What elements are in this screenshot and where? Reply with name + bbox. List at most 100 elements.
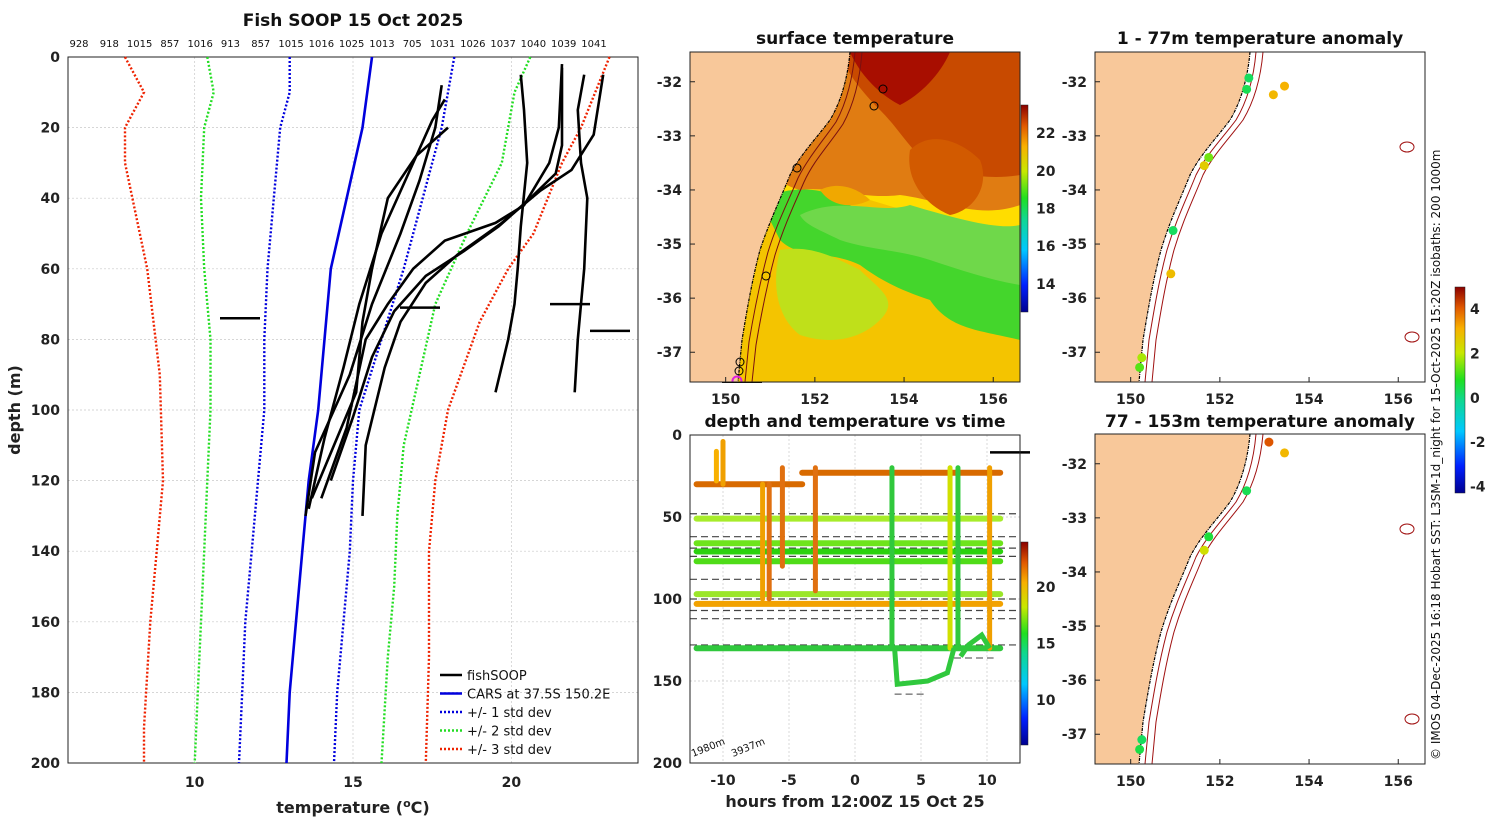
top-label: 1015	[278, 39, 303, 50]
sst-map-panel: surface temperature 150 152 154 156	[657, 29, 1056, 408]
top-label: 928	[69, 39, 88, 50]
y-tick-label: -33	[1062, 511, 1087, 527]
anomaly-point	[1137, 353, 1147, 363]
sst-colorbar	[1020, 104, 1029, 313]
x-tick-label: -5	[781, 773, 797, 789]
x-tick-label: 10	[185, 775, 205, 791]
y-tick-label: 0	[672, 428, 682, 444]
anomaly-map-upper-panel: 1 - 77m temperature anomaly 150 152 154 156…	[1062, 29, 1426, 408]
series-line	[307, 98, 446, 510]
anomaly-point	[1204, 152, 1214, 162]
y-tick-label: 40	[41, 191, 61, 207]
anomaly-colorbar	[1454, 286, 1466, 494]
x-tick-label: -10	[710, 773, 736, 789]
isobath	[1151, 52, 1264, 382]
x-tick-label: 154	[1294, 774, 1323, 790]
top-label: 857	[251, 39, 270, 50]
anomaly-point	[1280, 448, 1290, 458]
colorbar-tick-label: 18	[1036, 202, 1055, 218]
x-tick-label: 15	[343, 775, 362, 791]
profile-panel: Fish SOOP 15 Oct 2025 928 918 1015 857 1016 9…	[5, 11, 1030, 817]
x-tick-label: 152	[1205, 774, 1234, 790]
coastline	[1138, 52, 1251, 382]
y-tick-label: 120	[31, 474, 60, 490]
colorbar-tick-label: 4	[1470, 302, 1480, 318]
top-label: 913	[221, 39, 240, 50]
x-tick-label: 150	[1116, 774, 1145, 790]
station-marker	[869, 101, 879, 111]
time-chart-title: depth and temperature vs time	[705, 412, 1006, 432]
y-tick-label: 100	[31, 403, 60, 419]
x-tick-label: 20	[502, 775, 522, 791]
colorbar-tick-label: 2	[1470, 346, 1480, 362]
isobath-1000	[751, 52, 863, 382]
y-tick-label: -34	[657, 183, 683, 199]
y-tick-label: 150	[653, 674, 682, 690]
anomaly-point	[1137, 735, 1147, 745]
top-label: 857	[160, 39, 179, 50]
y-tick-label: -36	[1062, 291, 1087, 307]
y-tick-label: 180	[31, 685, 60, 701]
y-tick-label: -37	[1062, 345, 1087, 361]
y-tick-label: -36	[657, 291, 682, 307]
series-line	[123, 56, 165, 763]
profile-x-axis-label: temperature (oC)	[276, 797, 429, 817]
legend-label: fishSOOP	[467, 669, 527, 684]
profile-chart-title: Fish SOOP 15 Oct 2025	[243, 11, 464, 31]
anomaly-point	[1264, 437, 1274, 447]
anomaly-point	[1199, 545, 1209, 555]
y-tick-label: 100	[653, 592, 682, 608]
top-label: 918	[100, 39, 119, 50]
top-label: 1040	[521, 39, 546, 50]
x-tick-label: 154	[1294, 392, 1323, 408]
x-tick-label: 154	[889, 392, 918, 408]
y-tick-label: 200	[653, 756, 682, 772]
top-label: 1015	[127, 39, 152, 50]
y-tick-label: -37	[657, 345, 682, 361]
series-line	[573, 74, 589, 393]
legend-label: +/- 1 std dev	[467, 706, 552, 721]
anomaly-point	[1135, 744, 1145, 754]
depth-track	[958, 631, 992, 658]
coastline	[737, 52, 851, 382]
y-tick-label: -36	[1062, 673, 1087, 689]
x-tick-label: 5	[916, 773, 926, 789]
series-line	[494, 74, 529, 393]
colorbar-tick-label: 10	[1036, 693, 1056, 709]
y-tick-label: -32	[657, 75, 682, 91]
y-tick-label: -35	[1062, 237, 1087, 253]
seamount-contour	[1399, 523, 1415, 535]
credit-text: © IMOS 04-Dec-2025 16:18 Hobart SST: L3S…	[1429, 150, 1443, 761]
y-tick-label: 160	[31, 615, 60, 631]
station-marker	[792, 163, 802, 173]
time-colorbar	[1020, 541, 1029, 746]
top-label: 1013	[369, 39, 394, 50]
anomaly-point	[1280, 81, 1290, 91]
x-tick-label: 156	[1384, 774, 1413, 790]
sst-field	[690, 52, 1020, 382]
x-tick-label: 0	[850, 773, 860, 789]
y-tick-label: -35	[1062, 619, 1087, 635]
colorbar-tick-label: 16	[1036, 239, 1055, 255]
y-tick-label: -32	[1062, 457, 1087, 473]
y-tick-label: -33	[657, 129, 682, 145]
x-tick-label: 152	[1205, 392, 1234, 408]
y-tick-label: 140	[31, 544, 60, 560]
x-tick-label: 150	[711, 392, 740, 408]
top-label: 1025	[339, 39, 364, 50]
y-tick-label: -32	[1062, 75, 1087, 91]
station-marker	[734, 366, 744, 376]
x-tick-label: 150	[1116, 392, 1145, 408]
isobath	[1144, 52, 1257, 382]
station-marker	[761, 271, 771, 281]
colorbar-tick-label: -2	[1470, 435, 1486, 451]
top-label: 1031	[430, 39, 455, 50]
legend-label: CARS at 37.5S 150.2E	[467, 688, 610, 703]
series-line	[320, 64, 564, 499]
series-line	[285, 56, 374, 764]
x-tick-label: 156	[1384, 392, 1413, 408]
y-tick-label: 0	[50, 50, 60, 66]
series-line	[237, 57, 291, 764]
y-tick-label: 80	[41, 332, 61, 348]
anomaly-point	[1268, 90, 1278, 100]
